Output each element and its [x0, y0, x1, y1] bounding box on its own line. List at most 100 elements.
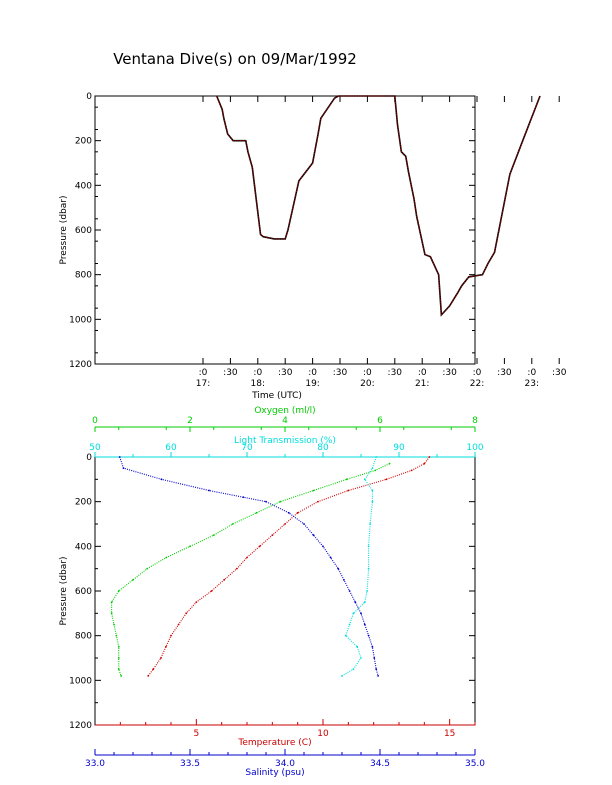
y-tick-label: 1200 [69, 360, 92, 370]
light-profile-point [341, 674, 343, 677]
temperature-profile-point [195, 601, 198, 604]
salinity-tick-label: 34.5 [370, 759, 390, 769]
salinity-tick-label: 34.0 [275, 759, 295, 769]
y-tick-label: 0 [86, 92, 92, 102]
x-axis-label: Time (UTC) [251, 391, 302, 401]
salinity-tick-label: 33.5 [180, 759, 200, 769]
light-tick-label: 60 [165, 443, 177, 453]
oxygen-profile-point [231, 523, 234, 525]
x-tick-label: :0 [418, 368, 427, 378]
x-hour-label: 18: [251, 379, 265, 389]
salinity-profile-point [354, 601, 357, 604]
salinity-tick-label: 33.0 [85, 759, 105, 769]
oxygen-profile-point [117, 590, 120, 592]
salinity-profile-point [303, 523, 305, 525]
salinity-profile-point [265, 500, 267, 503]
x-tick-label: :0 [473, 368, 482, 378]
oxygen-tick-label: 8 [472, 416, 478, 426]
dive-track-line [215, 95, 541, 317]
x-tick-label: :0 [363, 368, 372, 378]
temperature-tick-label: 5 [193, 729, 199, 739]
y-axis-label: Pressure (dbar) [59, 196, 69, 265]
light-profile-point [344, 634, 347, 637]
oxygen-tick-label: 4 [282, 416, 288, 426]
salinity-profile-point [329, 556, 332, 559]
x-tick-label: :0 [253, 368, 262, 378]
salinity-profile-point [371, 645, 374, 648]
salinity-profile-point [242, 496, 245, 499]
y-tick-label: 800 [75, 632, 92, 642]
plot-frame [94, 95, 476, 365]
temperature-tick-label: 15 [444, 729, 455, 739]
x-tick-label: :0 [199, 368, 208, 378]
y-tick-label: 400 [75, 181, 92, 191]
oxygen-profile-point [189, 545, 191, 548]
x-hour-label: 19: [305, 379, 319, 389]
y-tick-label: 800 [75, 271, 92, 281]
salinity-profile-point [322, 545, 324, 548]
x-tick-label: :30 [223, 368, 238, 378]
y-tick-label: 1000 [69, 676, 92, 686]
oxygen-profile-point [312, 489, 315, 492]
oxygen-profile-point [115, 634, 118, 637]
salinity-profile-point [160, 478, 163, 481]
temperature-profile-point [296, 511, 299, 514]
temperature-profile-point [159, 657, 162, 659]
salinity-profile-point [363, 623, 366, 626]
oxygen-tick-label: 2 [187, 416, 193, 426]
light-profile-line [341, 456, 377, 677]
temperature-profile-line [147, 456, 430, 677]
y-tick-label: 200 [75, 137, 92, 147]
temperature-tick-label: 10 [317, 729, 329, 739]
oxygen-tick-label: 0 [92, 416, 98, 426]
salinity-profile-point [337, 567, 340, 570]
salinity-profile-point [208, 489, 210, 492]
salinity-profile-point [312, 534, 315, 537]
y-tick-label: 600 [75, 587, 92, 597]
x-tick-label: :30 [442, 368, 457, 378]
temperature-profile-point [223, 578, 226, 581]
salinity-profile-point [375, 668, 378, 671]
oxygen-profile-point [117, 657, 120, 659]
light-profile-point [363, 601, 366, 604]
temperature-profile-point [258, 545, 261, 548]
oxygen-profile-point [279, 500, 282, 503]
x-hour-label: 23: [525, 379, 539, 389]
light-profile-point [375, 456, 378, 458]
salinity-profile-point [377, 674, 379, 677]
salinity-profile-point [367, 634, 370, 637]
light-profile-point [367, 545, 370, 548]
x-hour-label: 21: [415, 379, 429, 389]
salinity-profile-point [373, 657, 376, 659]
temperature-profile-point [428, 456, 431, 458]
y-tick-label: 400 [75, 542, 92, 552]
salinity-profile-point [118, 456, 121, 458]
light-profile-point [367, 567, 370, 570]
light-profile-point [352, 612, 355, 615]
x-hour-label: 22: [470, 379, 484, 389]
temperature-profile-point [185, 612, 188, 615]
dive-track-line-red [216, 95, 541, 316]
temperature-profile-point [410, 469, 413, 472]
temperature-profile-point [177, 623, 180, 626]
temperature-profile-point [423, 462, 426, 465]
oxygen-profile-point [120, 674, 123, 677]
x-tick-label: :30 [552, 368, 567, 378]
y-axis-label: Pressure (dbar) [59, 557, 69, 626]
salinity-profile-point [122, 467, 125, 470]
x-tick-label: :0 [308, 368, 317, 378]
temperature-profile-point [284, 523, 286, 525]
oxygen-profile-point [255, 511, 258, 514]
salinity-profile-point [360, 612, 362, 615]
salinity-profile-point [287, 511, 290, 514]
oxygen-profile-point [165, 556, 168, 559]
temperature-profile-point [152, 668, 155, 671]
oxygen-profile-point [374, 469, 377, 472]
oxygen-profile-point [132, 578, 134, 581]
temperature-profile-point [165, 645, 167, 648]
x-tick-label: :30 [333, 368, 348, 378]
oxygen-profile-point [117, 668, 120, 671]
temperature-profile-point [347, 489, 350, 492]
light-profile-point [369, 523, 372, 525]
light-profile-point [348, 623, 351, 626]
